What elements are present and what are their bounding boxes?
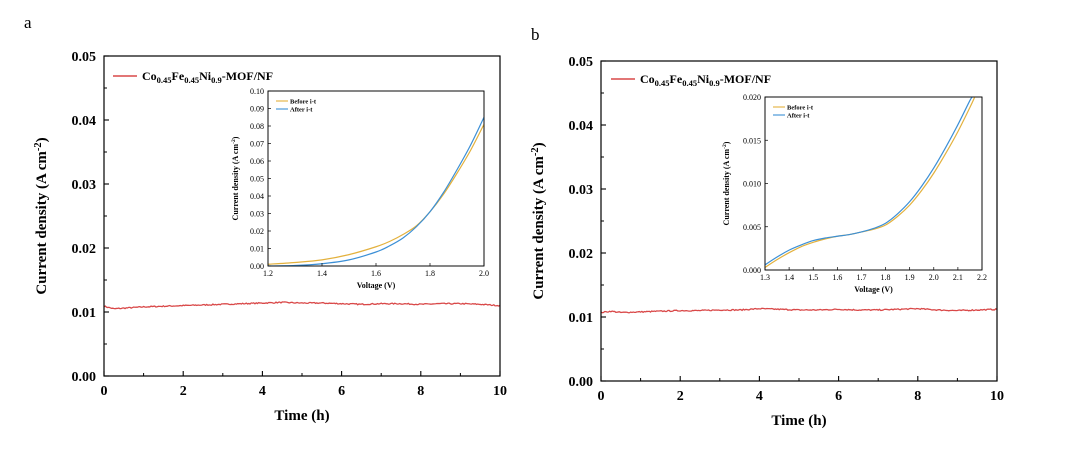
inset-y-tick-label: 0.05 [250, 175, 264, 184]
chart-panel-b: b 0 2 4 6 8 10 0.00 0.01 0.02 0.03 0.04 0.05 Time (h)… [530, 25, 1005, 429]
inset-y-tick-label: 0.09 [250, 105, 264, 114]
x-axis-title: Time (h) [274, 408, 329, 424]
x-tick-label: 4 [259, 384, 266, 399]
inset-x-tick-label: 2.2 [977, 273, 987, 282]
y-tick-label: 0.03 [569, 183, 594, 198]
y-axis-title: Current density (A cm-2) [33, 137, 51, 294]
inset-y-tick-label: 0.03 [250, 210, 264, 219]
x-tick-label: 6 [338, 384, 345, 399]
inset-y-tick-label: 0.04 [250, 192, 264, 201]
legend-label: Co0.45Fe0.45Ni0.9-MOF/NF [142, 69, 273, 85]
chart-panel-a: a 0 2 4 6 8 10 0.00 0.01 0.02 0.03 0.04 0.05 Time (h)… [24, 13, 507, 424]
inset-x-tick-label: 1.8 [881, 273, 891, 282]
inset-legend-label: After i-t [290, 107, 313, 114]
y-tick-label: 0.01 [72, 306, 97, 321]
inset-y-axis-title: Current density (A cm-2) [231, 136, 240, 220]
inset-y-tick-label: 0.10 [250, 87, 264, 96]
inset-x-tick-label: 1.4 [317, 269, 327, 278]
y-tick-label: 0.05 [72, 50, 97, 65]
inset-chart: 1.3 1.4 1.5 1.6 1.7 1.8 1.9 2.0 2.1 2.2 0.000 0.005… [722, 93, 987, 294]
x-tick-label: 2 [180, 384, 187, 399]
y-tick-label: 0.01 [569, 311, 594, 326]
inset-x-tick-label: 1.6 [832, 273, 842, 282]
x-tick-label: 2 [677, 389, 684, 404]
x-tick-label: 10 [990, 389, 1004, 404]
inset-x-axis-title: Voltage (V) [357, 281, 396, 290]
inset-x-tick-label: 2.0 [929, 273, 939, 282]
inset-y-tick-label: 0.000 [743, 266, 761, 275]
x-tick-label: 8 [914, 389, 921, 404]
y-tick-label: 0.02 [72, 242, 97, 257]
inset-y-tick-label: 0.020 [743, 93, 761, 102]
y-tick-label: 0.02 [569, 247, 594, 262]
y-tick-label: 0.04 [72, 114, 97, 129]
inset-y-tick-label: 0.010 [743, 180, 761, 189]
x-axis-title: Time (h) [771, 413, 826, 429]
inset-series-line-0 [765, 97, 976, 268]
inset-x-tick-label: 1.5 [808, 273, 818, 282]
inset-x-tick-label: 2.1 [953, 273, 963, 282]
inset-series-line-1 [765, 97, 973, 266]
inset-y-axis-title: Current density (A cm-2) [722, 141, 731, 225]
inset-frame [267, 90, 485, 267]
inset-y-tick-label: 0.005 [743, 223, 761, 232]
inset-x-tick-label: 1.4 [784, 273, 794, 282]
inset-x-tick-label: 1.3 [760, 273, 770, 282]
inset-y-tick-label: 0.00 [250, 262, 264, 271]
y-axis-title: Current density (A cm-2) [530, 142, 548, 299]
inset-legend-label: Before i-t [787, 105, 814, 112]
inset-legend-label: After i-t [787, 113, 810, 120]
inset-x-tick-label: 2.0 [479, 269, 489, 278]
inset-y-tick-label: 0.01 [250, 245, 264, 254]
legend-label: Co0.45Fe0.45Ni0.9-MOF/NF [640, 72, 771, 88]
inset-legend-label: Before i-t [290, 99, 317, 106]
inset-y-tick-label: 0.07 [250, 140, 264, 149]
y-tick-label: 0.04 [569, 119, 594, 134]
series-line-main [103, 301, 501, 310]
y-tick-label: 0.00 [569, 375, 594, 390]
inset-x-tick-label: 1.7 [856, 273, 866, 282]
x-tick-label: 0 [101, 384, 108, 399]
panel-letter: b [531, 25, 540, 44]
x-tick-label: 6 [835, 389, 842, 404]
panel-letter: a [24, 13, 32, 32]
x-tick-label: 10 [493, 384, 507, 399]
x-tick-label: 8 [417, 384, 424, 399]
inset-x-tick-label: 1.8 [425, 269, 435, 278]
inset-chart: 1.2 1.4 1.6 1.8 2.0 0.00 0.01 0.02 0.03 0.04 0.05 0… [231, 87, 489, 290]
inset-y-tick-label: 0.015 [743, 136, 761, 145]
y-tick-label: 0.00 [72, 370, 97, 385]
series-line-main [600, 307, 998, 314]
inset-x-tick-label: 1.9 [905, 273, 915, 282]
x-tick-label: 0 [598, 389, 605, 404]
inset-y-tick-label: 0.08 [250, 122, 264, 131]
y-tick-label: 0.05 [569, 55, 594, 70]
inset-frame [764, 96, 983, 271]
inset-y-tick-label: 0.06 [250, 157, 264, 166]
inset-x-axis-title: Voltage (V) [854, 285, 893, 294]
inset-x-tick-label: 1.2 [263, 269, 273, 278]
inset-series-line-0 [268, 123, 484, 265]
inset-y-tick-label: 0.02 [250, 227, 264, 236]
x-tick-label: 4 [756, 389, 763, 404]
inset-x-tick-label: 1.6 [371, 269, 381, 278]
y-tick-label: 0.03 [72, 178, 97, 193]
